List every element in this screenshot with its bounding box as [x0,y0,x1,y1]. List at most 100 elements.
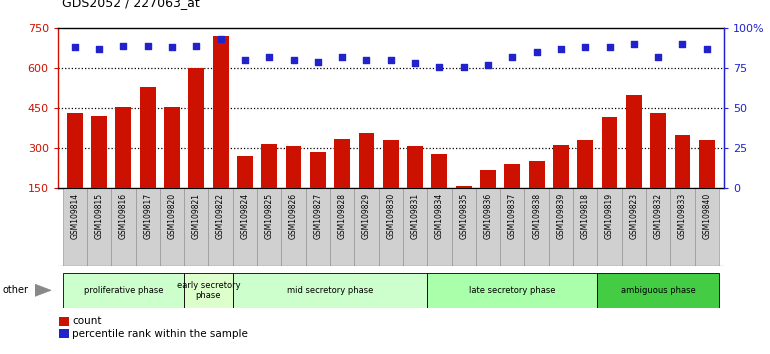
Bar [164,107,180,227]
Text: GSM109823: GSM109823 [629,193,638,239]
Bar [427,273,598,308]
Point [142,43,154,49]
Point [628,41,640,47]
Bar [675,135,691,227]
Bar [209,188,233,266]
Point [579,45,591,50]
Point [166,45,178,50]
Text: GSM109831: GSM109831 [410,193,420,239]
Bar [573,188,598,266]
Text: GSM109818: GSM109818 [581,193,590,239]
Point [215,37,227,42]
Bar [480,170,496,227]
Text: proliferative phase: proliferative phase [84,286,163,295]
Bar [91,116,107,227]
Text: GSM109826: GSM109826 [289,193,298,239]
Bar [383,140,399,227]
Text: GSM109815: GSM109815 [95,193,104,239]
Bar [407,147,423,227]
Bar [334,138,350,227]
Bar [184,188,209,266]
Point [312,59,324,65]
Bar [306,188,330,266]
Bar [354,188,379,266]
Text: GSM109822: GSM109822 [216,193,225,239]
Bar [233,188,257,266]
Bar [553,145,569,227]
Point [506,54,518,60]
Text: GSM109837: GSM109837 [508,193,517,239]
Text: GSM109828: GSM109828 [338,193,346,239]
Bar [504,164,521,227]
Bar [261,144,277,227]
Text: GSM109832: GSM109832 [654,193,663,239]
Text: GSM109835: GSM109835 [459,193,468,239]
Bar [456,186,471,227]
Bar [578,140,593,227]
Text: GSM109839: GSM109839 [557,193,565,239]
Bar [651,113,666,227]
Bar [621,188,646,266]
Bar [116,107,131,227]
Point [676,41,688,47]
Bar [671,188,695,266]
Bar [626,95,641,227]
Bar [601,117,618,227]
Text: GSM109824: GSM109824 [240,193,249,239]
Bar [140,87,156,227]
Bar [500,188,524,266]
Text: GSM109814: GSM109814 [70,193,79,239]
Bar [403,188,427,266]
Bar [281,188,306,266]
Bar [598,273,719,308]
Point [190,43,203,49]
Point [604,45,616,50]
Bar [310,152,326,227]
Point [482,62,494,68]
Text: GSM109838: GSM109838 [532,193,541,239]
Point [336,54,348,60]
Bar [427,188,451,266]
Polygon shape [35,284,51,297]
Bar [330,188,354,266]
Point [69,45,81,50]
Bar [136,188,160,266]
Text: count: count [72,316,102,326]
Point [117,43,129,49]
Text: GSM109833: GSM109833 [678,193,687,239]
Text: GSM109830: GSM109830 [387,193,395,239]
Bar [87,188,111,266]
Text: GSM109816: GSM109816 [119,193,128,239]
Bar [62,273,184,308]
Text: GSM109836: GSM109836 [484,193,493,239]
Text: ambiguous phase: ambiguous phase [621,286,695,295]
Bar [476,188,501,266]
Point [652,54,665,60]
Text: percentile rank within the sample: percentile rank within the sample [72,329,248,339]
Bar [257,188,281,266]
Text: GSM109827: GSM109827 [313,193,323,239]
Text: GSM109834: GSM109834 [435,193,444,239]
Bar [62,188,87,266]
Point [457,64,470,69]
Point [360,57,373,63]
Bar [451,188,476,266]
Bar [699,140,715,227]
Bar [695,188,719,266]
Point [531,50,543,55]
Point [434,64,446,69]
Text: GSM109821: GSM109821 [192,193,201,239]
Text: GSM109840: GSM109840 [702,193,711,239]
Bar [67,113,82,227]
Bar [233,273,427,308]
Bar [646,188,671,266]
Point [287,57,300,63]
Point [554,46,567,52]
Bar [359,133,374,227]
Bar [431,154,447,227]
Bar [111,188,136,266]
Point [409,61,421,66]
Bar [549,188,573,266]
Text: other: other [2,285,28,295]
Text: mid secretory phase: mid secretory phase [286,286,373,295]
